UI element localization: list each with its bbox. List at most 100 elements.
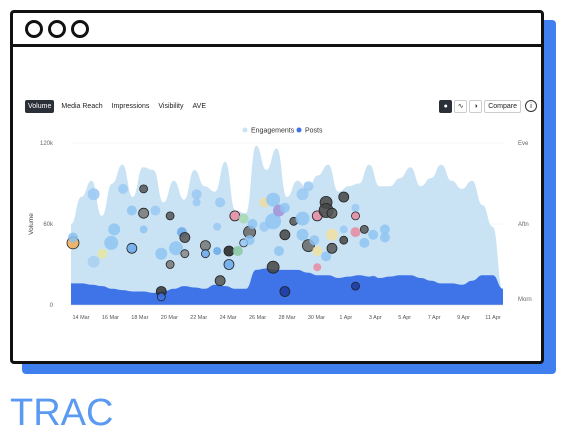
bubble-point bbox=[118, 183, 129, 194]
x-tick-label: 30 Mar bbox=[308, 315, 325, 321]
brand-logo: TRAC bbox=[10, 392, 114, 434]
bubble-chart-icon[interactable]: ● bbox=[439, 99, 453, 113]
bubble-point bbox=[192, 198, 201, 207]
volume-chart: Engagements Posts 0 60k 120k Morn Aftn Eve Volum… bbox=[28, 127, 532, 321]
x-tick-label: 22 Mar bbox=[190, 315, 207, 321]
bubble-point bbox=[247, 219, 258, 229]
x-tick-label: 11 Apr bbox=[485, 315, 501, 321]
bubble-point bbox=[266, 260, 280, 274]
window-dot-icon[interactable] bbox=[25, 19, 43, 38]
bubble-point bbox=[87, 188, 100, 201]
bubble-point bbox=[126, 205, 137, 216]
bubble-point bbox=[180, 249, 190, 259]
y-tick-label: 120k bbox=[40, 141, 54, 147]
bubble-point bbox=[296, 188, 309, 201]
bubble-point bbox=[150, 205, 161, 216]
bubble-point bbox=[179, 232, 191, 243]
bubble-point bbox=[138, 207, 150, 219]
bubble-point bbox=[326, 242, 338, 254]
bubble-point bbox=[165, 260, 175, 269]
x-tick-label: 7 Apr bbox=[428, 315, 441, 321]
bubble-point bbox=[229, 210, 241, 222]
bubble-point bbox=[325, 228, 338, 241]
bubble-point bbox=[368, 275, 379, 286]
bubble-point bbox=[279, 229, 291, 241]
window-titlebar bbox=[13, 13, 541, 47]
line-chart-icon[interactable]: ∿ bbox=[454, 99, 468, 113]
bubble-point bbox=[223, 245, 235, 257]
right-tick-label: Morn bbox=[518, 297, 532, 303]
bubble-point bbox=[126, 242, 138, 254]
x-tick-label: 28 Mar bbox=[278, 315, 295, 321]
bubble-point bbox=[87, 255, 100, 268]
bubble-point bbox=[279, 286, 291, 297]
x-tick-label: 20 Mar bbox=[161, 315, 178, 321]
bubble-point bbox=[339, 235, 349, 245]
legend-marker-posts bbox=[296, 127, 302, 133]
tab-volume[interactable]: Volume bbox=[25, 99, 55, 113]
bubble-point bbox=[368, 229, 379, 240]
bubble-point bbox=[68, 232, 78, 243]
y-tick-label: 60k bbox=[43, 222, 54, 228]
bubble-point bbox=[139, 225, 148, 234]
bubble-point bbox=[303, 181, 314, 192]
tab-media-reach[interactable]: Media Reach bbox=[61, 102, 103, 110]
x-tick-label: 3 Apr bbox=[369, 315, 382, 321]
legend-marker-engagements bbox=[242, 127, 248, 133]
bubble-point bbox=[186, 287, 195, 296]
bubble-point bbox=[351, 281, 360, 291]
tab-visibility[interactable]: Visibility bbox=[158, 102, 184, 110]
bubble-point bbox=[165, 211, 175, 221]
window-dot-icon[interactable] bbox=[48, 19, 66, 38]
bubble-point bbox=[97, 248, 108, 259]
x-tick-label: 26 Mar bbox=[249, 315, 266, 321]
bubble-point bbox=[214, 275, 226, 287]
bubble-point bbox=[313, 263, 322, 272]
bubble-point bbox=[201, 249, 210, 259]
bubble-point bbox=[274, 246, 284, 256]
x-tick-label: 5 Apr bbox=[398, 315, 411, 321]
y-tick-label: 0 bbox=[50, 303, 54, 309]
bubble-point bbox=[379, 232, 390, 243]
tab-impressions[interactable]: Impressions bbox=[111, 102, 150, 110]
legend-label-posts: Posts bbox=[305, 128, 323, 135]
area-engagements bbox=[71, 145, 503, 305]
bubble-point bbox=[351, 211, 360, 221]
bubble-point bbox=[232, 246, 243, 256]
y-axis-label: Volume bbox=[28, 213, 35, 235]
bubble-point bbox=[309, 235, 320, 246]
toggle-icon[interactable]: ◑ bbox=[469, 99, 483, 113]
bubble-point bbox=[279, 202, 290, 213]
bubble-point bbox=[215, 197, 226, 208]
browser-window: Volume Media Reach Impressions Visibilit… bbox=[10, 10, 544, 364]
bubble-point bbox=[338, 191, 350, 203]
bubble-point bbox=[200, 240, 211, 251]
bubble-point bbox=[156, 292, 166, 302]
bubble-point bbox=[155, 247, 168, 260]
bubble-point bbox=[108, 223, 121, 236]
x-tick-label: 16 Mar bbox=[102, 315, 119, 321]
tab-ave[interactable]: AVE bbox=[192, 102, 207, 110]
bubble-point bbox=[359, 237, 370, 248]
compare-button[interactable]: Compare bbox=[484, 99, 521, 113]
bubble-point bbox=[213, 247, 222, 255]
bubble-point bbox=[289, 284, 298, 293]
bubble-point bbox=[169, 241, 183, 256]
chart-toolbar: Volume Media Reach Impressions Visibilit… bbox=[25, 97, 537, 115]
x-tick-label: 24 Mar bbox=[220, 315, 237, 321]
info-icon[interactable]: i bbox=[525, 100, 537, 112]
window-dot-icon[interactable] bbox=[71, 19, 89, 38]
bubble-point bbox=[265, 213, 282, 230]
legend-label-engagements: Engagements bbox=[251, 128, 295, 135]
bubble-point bbox=[104, 235, 119, 250]
bubble-point bbox=[339, 225, 348, 234]
bubble-point bbox=[244, 235, 255, 246]
x-tick-label: 14 Mar bbox=[72, 315, 89, 321]
bubble-point bbox=[238, 213, 249, 224]
bubble-point bbox=[326, 207, 338, 219]
x-tick-label: 9 Apr bbox=[457, 315, 470, 321]
bubble-point bbox=[191, 189, 202, 200]
bubble-point bbox=[213, 222, 222, 231]
chart-tools: ● ∿ ◑ Compare i bbox=[437, 97, 537, 115]
x-tick-label: 18 Mar bbox=[131, 315, 148, 321]
